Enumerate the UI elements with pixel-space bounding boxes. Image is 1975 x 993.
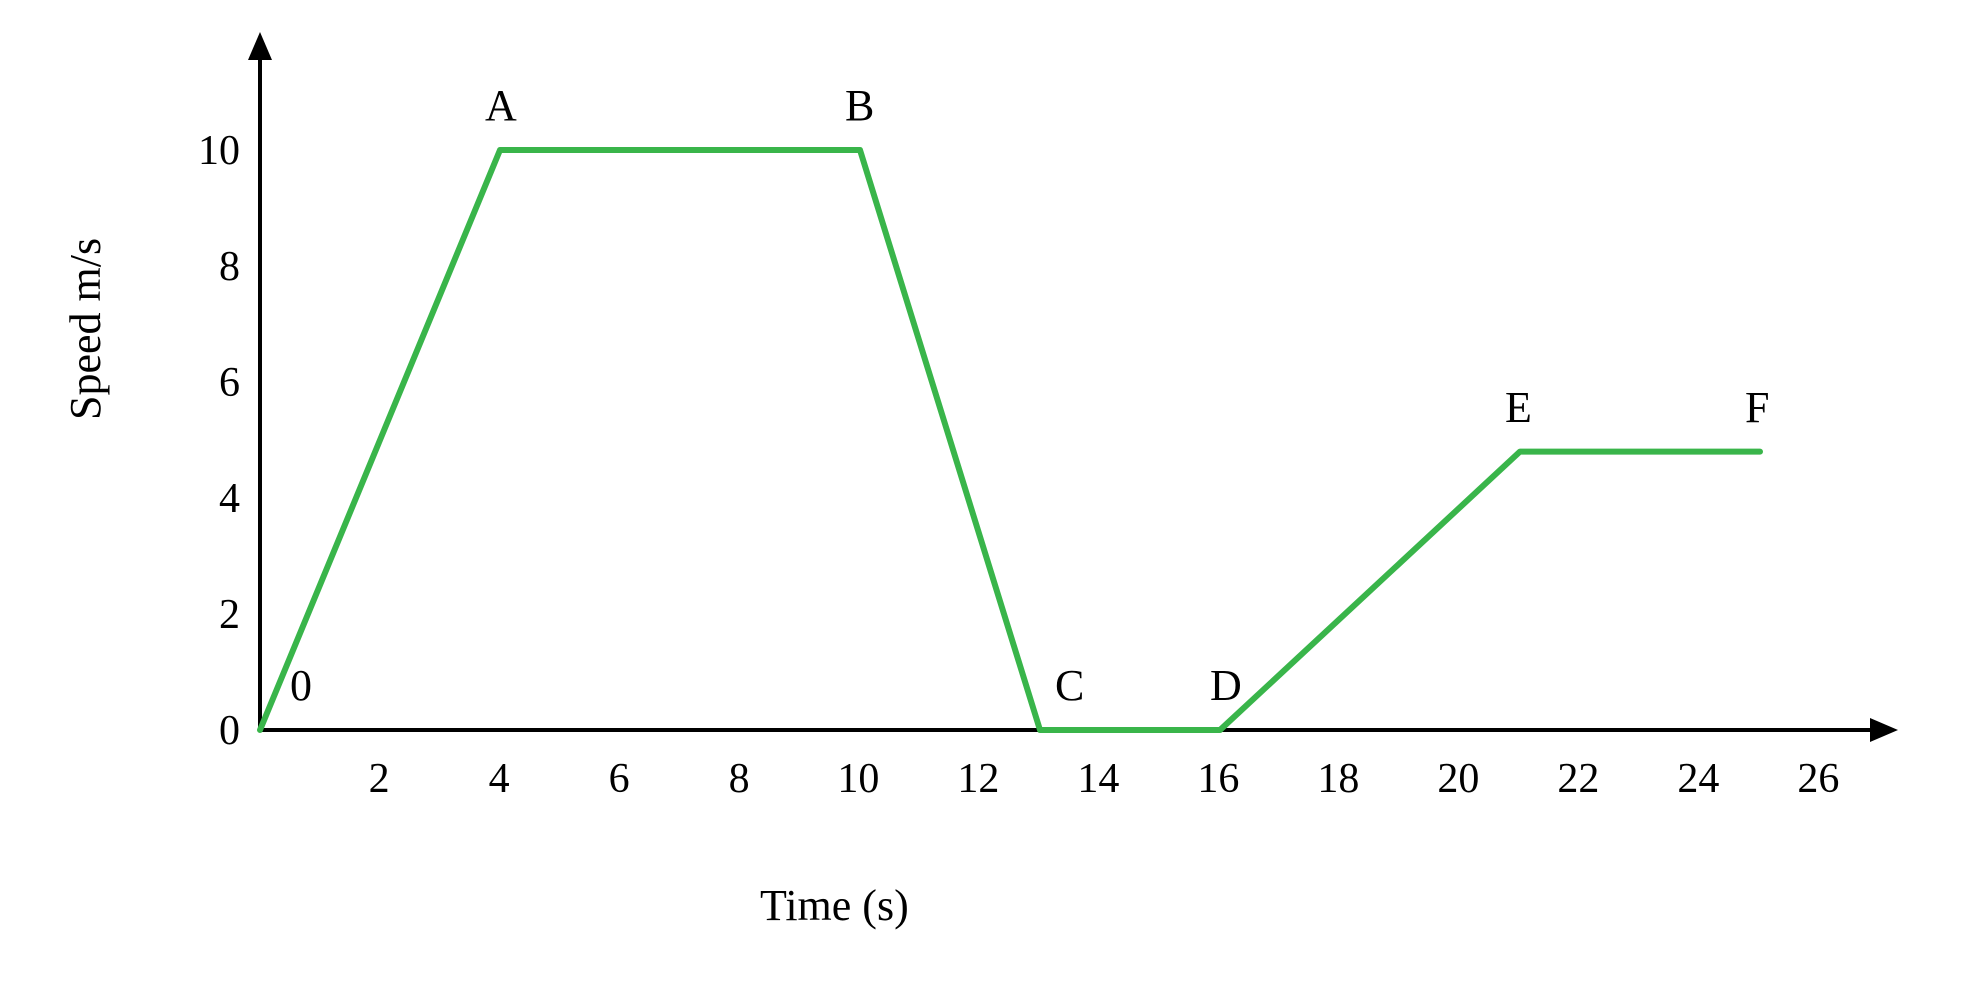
- point-label-E: E: [1505, 382, 1532, 433]
- x-tick-26: 26: [1797, 755, 1839, 803]
- x-tick-18: 18: [1317, 755, 1359, 803]
- point-label-F: F: [1745, 382, 1769, 433]
- x-tick-2: 2: [369, 755, 390, 803]
- y-tick-6: 6: [219, 359, 240, 407]
- x-tick-4: 4: [489, 755, 510, 803]
- y-tick-0: 0: [219, 707, 240, 755]
- x-tick-20: 20: [1437, 755, 1479, 803]
- point-label-D: D: [1210, 660, 1242, 711]
- y-tick-10: 10: [198, 127, 240, 175]
- point-label-0: 0: [290, 660, 312, 711]
- x-tick-10: 10: [837, 755, 879, 803]
- x-tick-24: 24: [1677, 755, 1719, 803]
- x-axis-label: Time (s): [760, 880, 909, 931]
- y-tick-4: 4: [219, 475, 240, 523]
- y-tick-8: 8: [219, 243, 240, 291]
- data-polyline: [260, 150, 1760, 730]
- x-tick-12: 12: [957, 755, 999, 803]
- y-tick-2: 2: [219, 591, 240, 639]
- x-tick-22: 22: [1557, 755, 1599, 803]
- point-label-B: B: [845, 80, 874, 131]
- x-tick-16: 16: [1197, 755, 1239, 803]
- x-tick-6: 6: [609, 755, 630, 803]
- x-tick-14: 14: [1077, 755, 1119, 803]
- chart-svg: [0, 0, 1975, 993]
- point-label-A: A: [485, 80, 517, 131]
- speed-time-chart: Speed m/s Time (s) 024681024681012141618…: [0, 0, 1975, 993]
- x-tick-8: 8: [729, 755, 750, 803]
- point-label-C: C: [1055, 660, 1084, 711]
- y-axis-label: Speed m/s: [60, 238, 111, 420]
